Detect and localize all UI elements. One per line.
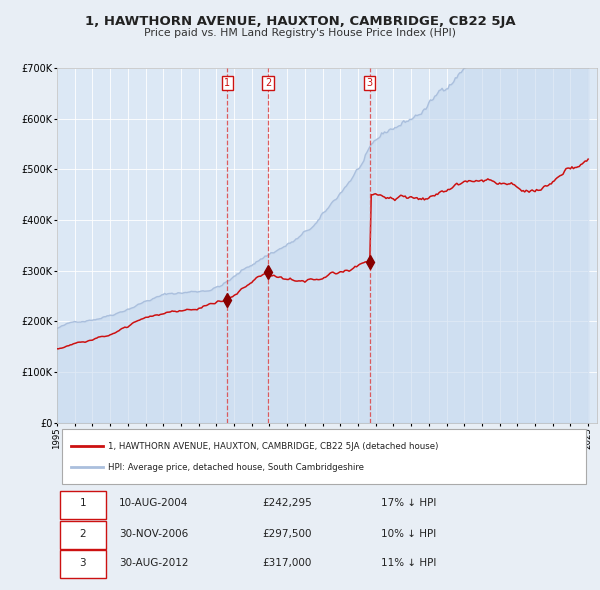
Text: 3: 3 [80, 558, 86, 568]
Text: £317,000: £317,000 [262, 558, 311, 568]
FancyBboxPatch shape [60, 550, 106, 578]
Text: 17% ↓ HPI: 17% ↓ HPI [381, 499, 436, 509]
Text: 10% ↓ HPI: 10% ↓ HPI [381, 529, 436, 539]
Text: 3: 3 [367, 78, 373, 88]
Text: £297,500: £297,500 [262, 529, 312, 539]
Text: 10-AUG-2004: 10-AUG-2004 [119, 499, 188, 509]
Text: 30-AUG-2012: 30-AUG-2012 [119, 558, 188, 568]
Text: Price paid vs. HM Land Registry's House Price Index (HPI): Price paid vs. HM Land Registry's House … [144, 28, 456, 38]
FancyBboxPatch shape [62, 430, 586, 484]
Text: 1: 1 [80, 499, 86, 509]
Text: 11% ↓ HPI: 11% ↓ HPI [381, 558, 436, 568]
Text: 1: 1 [224, 78, 230, 88]
Text: 2: 2 [265, 78, 271, 88]
FancyBboxPatch shape [60, 521, 106, 549]
Text: 1, HAWTHORN AVENUE, HAUXTON, CAMBRIDGE, CB22 5JA (detached house): 1, HAWTHORN AVENUE, HAUXTON, CAMBRIDGE, … [108, 442, 439, 451]
Text: HPI: Average price, detached house, South Cambridgeshire: HPI: Average price, detached house, Sout… [108, 463, 364, 471]
FancyBboxPatch shape [60, 490, 106, 519]
Text: 2: 2 [80, 529, 86, 539]
Text: £242,295: £242,295 [262, 499, 312, 509]
Text: 30-NOV-2006: 30-NOV-2006 [119, 529, 188, 539]
Text: 1, HAWTHORN AVENUE, HAUXTON, CAMBRIDGE, CB22 5JA: 1, HAWTHORN AVENUE, HAUXTON, CAMBRIDGE, … [85, 15, 515, 28]
